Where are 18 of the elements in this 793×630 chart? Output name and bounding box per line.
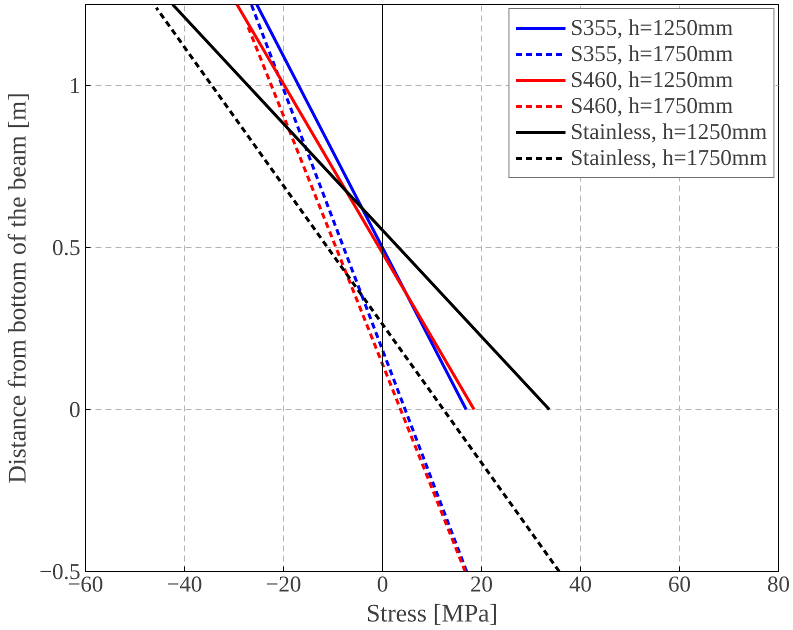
legend-label: S460, h=1250mm [570,67,734,93]
legend-label: S355, h=1250mm [570,15,734,41]
x-tick-label: −20 [266,572,302,596]
y-tick-label: 0.5 [52,235,81,260]
x-tick-label: 20 [470,572,493,596]
x-tick-label: 80 [767,572,790,596]
y-tick-label: 0 [69,397,80,422]
legend-label: S460, h=1750mm [570,93,734,119]
legend-label: S355, h=1750mm [570,41,734,67]
x-axis-title: Stress [MPa] [366,600,498,628]
x-tick-label: 60 [668,572,691,596]
y-tick-label: 1 [69,73,80,98]
x-tick-label: −40 [166,572,202,596]
legend-label: Stainless, h=1250mm [570,119,767,145]
legend-label: Stainless, h=1750mm [570,145,767,171]
x-tick-label: 40 [569,572,592,596]
x-tick-label: 0 [376,572,388,596]
y-axis-title: Distance from bottom of the beam [m] [3,92,32,484]
